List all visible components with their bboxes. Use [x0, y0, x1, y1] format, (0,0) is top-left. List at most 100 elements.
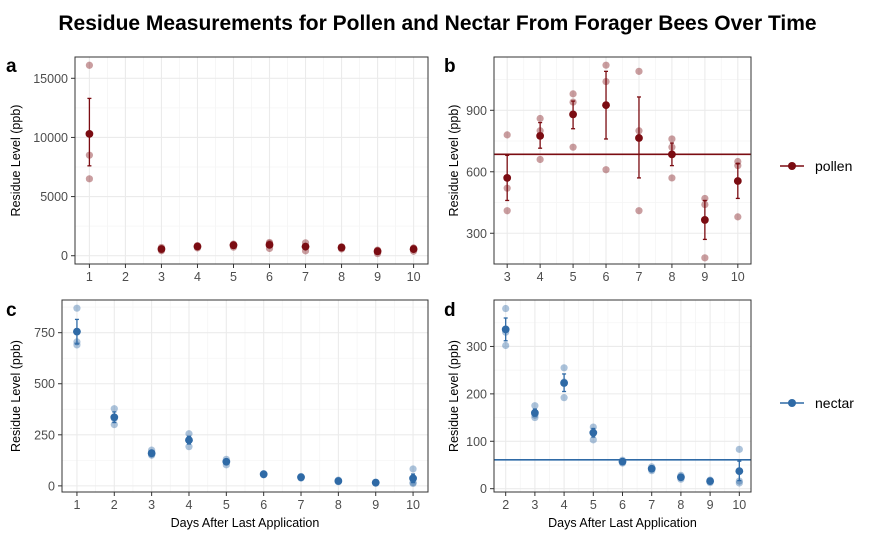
mean-point: [297, 473, 305, 482]
panel-c: 1 2 3 4 5 6 7 8 9 10 0 250 500 750 Residue Level (ppb)…: [6, 299, 429, 530]
mean-point: [265, 240, 274, 249]
raw-point: [569, 90, 577, 98]
raw-point: [503, 131, 511, 139]
legend-label: pollen: [815, 158, 852, 174]
raw-point: [560, 394, 568, 402]
raw-point: [85, 61, 94, 69]
raw-point: [185, 430, 193, 438]
mean-point: [677, 473, 685, 482]
mean-point: [635, 134, 643, 142]
panel-border: [61, 299, 429, 493]
y-axis-title: Residue Level (ppb): [447, 340, 461, 452]
y-tick-label: 750: [34, 326, 55, 340]
legend-marker: [788, 162, 796, 170]
raw-point: [85, 175, 94, 183]
x-tick-label: 10: [407, 270, 421, 284]
mean-point: [373, 247, 382, 256]
y-tick-label: 500: [34, 377, 55, 391]
mean-point: [222, 457, 231, 466]
x-tick-label: 9: [707, 498, 714, 512]
mean-point: [185, 436, 193, 445]
x-tick-label: 9: [372, 498, 379, 512]
x-tick-label: 5: [230, 270, 237, 284]
x-axis-title: Days After Last Application: [548, 516, 697, 530]
mean-point: [569, 110, 577, 119]
x-tick-label: 3: [148, 498, 155, 512]
mean-point: [409, 474, 417, 483]
x-tick-label: 5: [570, 270, 577, 284]
mean-point: [589, 428, 598, 437]
y-tick-label: 100: [466, 435, 487, 449]
raw-point: [531, 402, 539, 410]
x-tick-label: 2: [111, 498, 118, 512]
raw-point: [536, 155, 544, 164]
chart-title: Residue Measurements for Pollen and Nect…: [58, 12, 817, 35]
raw-point: [668, 174, 676, 182]
x-tick-label: 9: [701, 270, 708, 284]
x-tick-label: 3: [504, 270, 511, 284]
panel-letter: d: [444, 300, 456, 321]
panel-letter: c: [6, 300, 17, 321]
raw-point: [536, 114, 544, 123]
x-tick-label: 8: [338, 270, 345, 284]
x-tick-label: 4: [561, 498, 568, 512]
y-tick-label: 0: [480, 482, 487, 496]
x-tick-label: 6: [619, 498, 626, 512]
raw-point: [701, 254, 709, 262]
mean-point: [85, 129, 94, 138]
x-tick-label: 3: [158, 270, 165, 284]
panel-b: 3 4 5 6 7 8 9 10 300 600 900 Residue Level (ppb) b: [444, 56, 752, 284]
x-tick-label: 2: [122, 270, 129, 284]
x-tick-label: 2: [502, 498, 509, 512]
raw-point: [502, 304, 510, 313]
panel-border: [493, 56, 752, 265]
legend-pollen: pollen: [780, 158, 852, 174]
y-tick-label: 0: [61, 249, 68, 263]
raw-point: [635, 67, 643, 75]
mean-point: [733, 177, 742, 185]
y-tick-label: 300: [466, 227, 487, 241]
mean-point: [157, 245, 166, 253]
mean-point: [337, 243, 346, 252]
y-tick-label: 600: [466, 165, 487, 179]
x-tick-label: 5: [590, 498, 597, 512]
panel-letter: b: [444, 56, 456, 77]
raw-point: [73, 341, 81, 349]
y-tick-label: 0: [48, 479, 55, 493]
mean-point: [110, 413, 119, 422]
x-tick-label: 3: [531, 498, 538, 512]
raw-point: [635, 207, 643, 215]
raw-point: [569, 143, 577, 151]
raw-point: [602, 61, 610, 69]
mean-point: [700, 216, 709, 224]
mean-point: [602, 101, 610, 110]
mean-point: [668, 150, 676, 159]
mean-point: [193, 242, 202, 251]
x-tick-label: 10: [732, 498, 746, 512]
raw-point: [589, 436, 597, 444]
panel-a: 1 2 3 4 5 6 7 8 9 10 0 5000 10000 15000 Residue Level …: [6, 56, 429, 284]
mean-point: [147, 449, 156, 458]
y-axis-title: Residue Level (ppb): [447, 105, 461, 217]
x-tick-label: 1: [73, 498, 80, 512]
raw-point: [502, 341, 510, 350]
x-axis-title: Days After Last Application: [171, 516, 320, 530]
mean-point: [229, 241, 238, 250]
raw-point: [560, 364, 568, 372]
x-tick-label: 6: [603, 270, 610, 284]
mean-point: [536, 132, 545, 140]
y-tick-label: 10000: [33, 131, 68, 145]
mean-point: [409, 245, 418, 254]
x-tick-label: 4: [194, 270, 201, 284]
y-tick-label: 5000: [40, 190, 68, 204]
x-tick-label: 6: [266, 270, 273, 284]
raw-point: [110, 405, 118, 413]
panel-letter: a: [6, 56, 17, 77]
x-tick-label: 4: [186, 498, 193, 512]
raw-point: [73, 304, 81, 312]
y-tick-label: 200: [466, 387, 487, 401]
x-tick-label: 7: [298, 498, 305, 512]
x-tick-label: 4: [537, 270, 544, 284]
mean-point: [618, 457, 627, 466]
y-tick-label: 15000: [33, 72, 68, 86]
